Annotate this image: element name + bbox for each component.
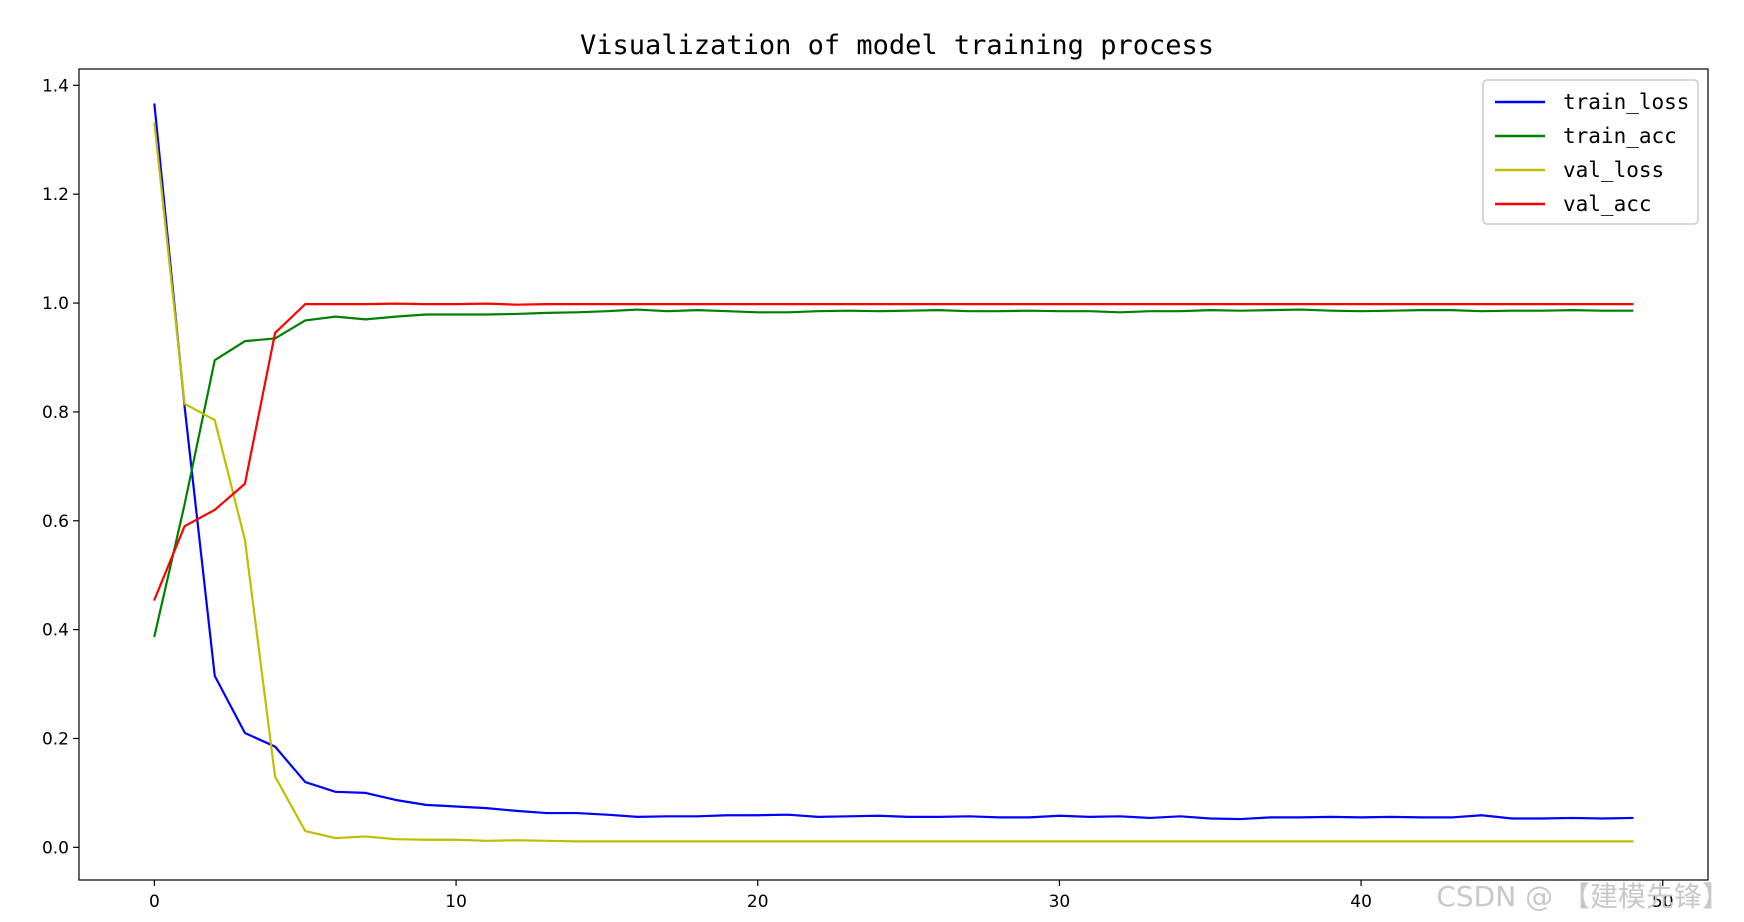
- x-tick-label: 20: [747, 892, 769, 912]
- legend-box: [1482, 79, 1699, 225]
- x-tick-label: 0: [149, 892, 160, 912]
- y-tick-label: 0.4: [42, 621, 69, 641]
- chart-title: Visualization of model training process: [580, 30, 1214, 61]
- x-tick-label: 50: [1652, 892, 1674, 912]
- x-axis: 0 10 20 30 40 50: [149, 880, 1674, 912]
- x-tick-label: 40: [1350, 892, 1372, 912]
- y-tick-label: 1.0: [42, 294, 69, 314]
- y-tick-label: 1.4: [42, 76, 69, 96]
- watermark: CSDN @ 【建模先锋】: [1436, 880, 1730, 913]
- legend: train_loss train_acc val_loss val_acc: [1482, 79, 1699, 225]
- legend-label: train_acc: [1563, 124, 1677, 148]
- y-tick-label: 0.6: [42, 512, 69, 532]
- y-tick-label: 0.0: [42, 838, 69, 858]
- series-line-train-loss: [153, 103, 1634, 821]
- series-line-train-acc: [153, 308, 1634, 638]
- series-line-val-acc: [153, 302, 1634, 601]
- y-axis: 0.0 0.2 0.4 0.6 0.8 1.0 1.2 1.4: [42, 76, 79, 858]
- series-lines: [153, 103, 1634, 843]
- y-tick-label: 1.2: [42, 185, 69, 205]
- x-tick-label: 30: [1049, 892, 1071, 912]
- y-tick-label: 0.8: [42, 403, 69, 423]
- legend-label: val_acc: [1563, 192, 1652, 216]
- plot-area: [78, 68, 1709, 881]
- legend-label: val_loss: [1563, 158, 1664, 182]
- series-line-val-loss: [153, 122, 1634, 843]
- y-tick-label: 0.2: [42, 729, 69, 749]
- legend-label: train_loss: [1563, 90, 1689, 114]
- x-tick-label: 10: [445, 892, 467, 912]
